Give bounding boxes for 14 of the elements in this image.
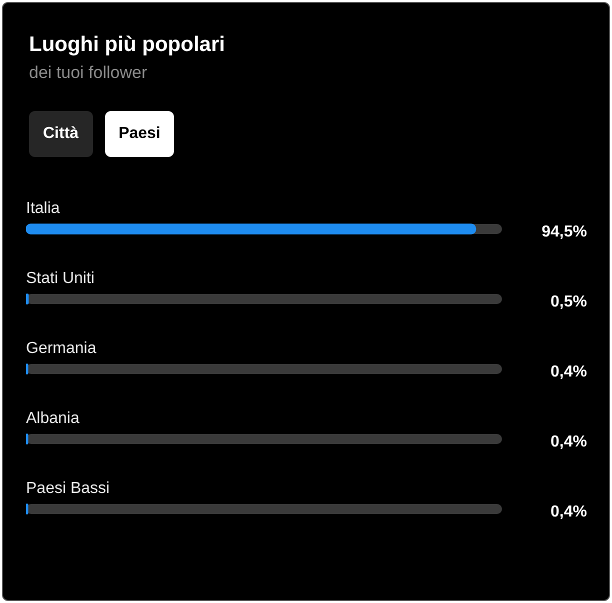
y-tick-label: Albania: [26, 410, 80, 427]
data-label: 0,5%: [550, 293, 587, 310]
data-label: 94,5%: [542, 223, 587, 240]
y-tick-label: Paesi Bassi: [26, 480, 110, 497]
text: Paesi: [104, 111, 174, 157]
data-label: 0,4%: [550, 363, 587, 380]
y-tick-label: Italia: [26, 200, 60, 217]
data-label: 0,4%: [550, 433, 587, 450]
data-label: 0,4%: [550, 503, 587, 520]
y-tick-label: Stati Uniti: [26, 270, 94, 287]
y-tick-label: Germania: [26, 340, 96, 357]
chart-subtitle: dei tuoi follower: [29, 63, 148, 83]
chart-title: Luoghi più popolari: [29, 33, 225, 57]
text: Città: [29, 111, 93, 157]
